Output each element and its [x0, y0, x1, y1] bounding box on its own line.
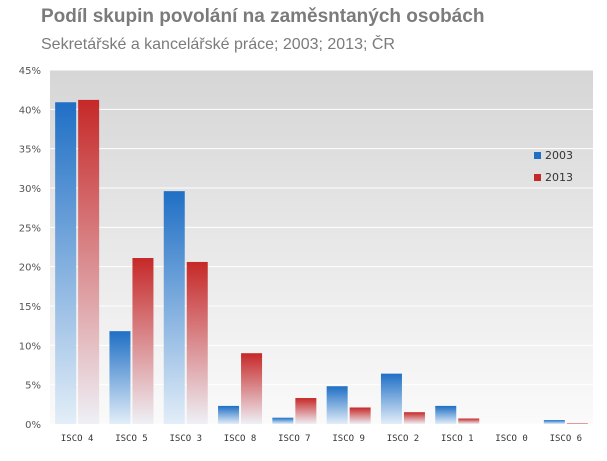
legend: 2003 2013 [534, 149, 573, 184]
bar-2013-isco-6 [566, 423, 588, 424]
x-tick-label: ISCO 2 [387, 434, 420, 444]
y-tick-label: 20% [19, 263, 41, 274]
x-tick-label: ISCO 6 [550, 434, 583, 444]
bar-2013-isco-4 [78, 99, 100, 424]
bar-2003-isco-7 [272, 417, 294, 424]
bar-2013-isco-7 [295, 398, 317, 424]
bar-2003-isco-5 [109, 331, 131, 424]
bar-2003-isco-8 [218, 405, 240, 424]
bar-2003-isco-6 [543, 420, 565, 424]
bar-2013-isco-1 [458, 418, 480, 424]
x-tick-label: ISCO 9 [332, 434, 365, 444]
legend-swatch-2013 [534, 174, 541, 181]
y-tick-label: 15% [19, 302, 41, 313]
y-tick-label: 30% [19, 184, 41, 195]
x-tick-label: ISCO 5 [115, 434, 148, 444]
bar-2003-isco-4 [55, 102, 77, 425]
chart-title: Podíl skupin povolání na zaměsntaných os… [41, 6, 485, 27]
y-tick-label: 5% [25, 381, 41, 392]
bar-2013-isco-5 [132, 258, 154, 424]
plot-area-background [50, 70, 593, 424]
y-tick-label: 35% [19, 145, 41, 156]
bar-2003-isco-1 [435, 405, 457, 424]
legend-swatch-2003 [534, 152, 541, 159]
y-axis: 0% 5% 10% 15% 20% 25% 30% 35% 40% 45% [19, 66, 41, 431]
bars-layer [55, 99, 588, 425]
x-tick-label: ISCO 7 [278, 434, 311, 444]
bar-2003-isco-2 [380, 373, 402, 424]
y-tick-label: 45% [19, 66, 41, 77]
bar-2003-isco-3 [163, 191, 185, 424]
y-tick-label: 10% [19, 341, 41, 352]
y-tick-label: 0% [25, 420, 41, 431]
legend-label-2013: 2013 [545, 171, 573, 184]
x-tick-label: ISCO 0 [495, 434, 528, 444]
bar-2013-isco-9 [349, 407, 371, 424]
x-tick-label: ISCO 8 [224, 434, 257, 444]
bar-2013-isco-8 [241, 353, 263, 424]
legend-label-2003: 2003 [545, 149, 573, 162]
x-axis: ISCO 4 ISCO 5 ISCO 3 ISCO 8 ISCO 7 ISCO 9 ISCO… [61, 434, 582, 444]
y-tick-label: 25% [19, 223, 41, 234]
bar-2003-isco-9 [326, 386, 348, 424]
x-tick-label: ISCO 4 [61, 434, 94, 444]
chart-subtitle: Sekretářské a kancelářské práce; 2003; 2… [41, 36, 395, 53]
x-tick-label: ISCO 1 [441, 434, 474, 444]
bar-2013-isco-2 [403, 412, 425, 424]
x-tick-label: ISCO 3 [169, 434, 202, 444]
y-tick-label: 40% [19, 105, 41, 116]
bar-2013-isco-3 [186, 261, 208, 424]
